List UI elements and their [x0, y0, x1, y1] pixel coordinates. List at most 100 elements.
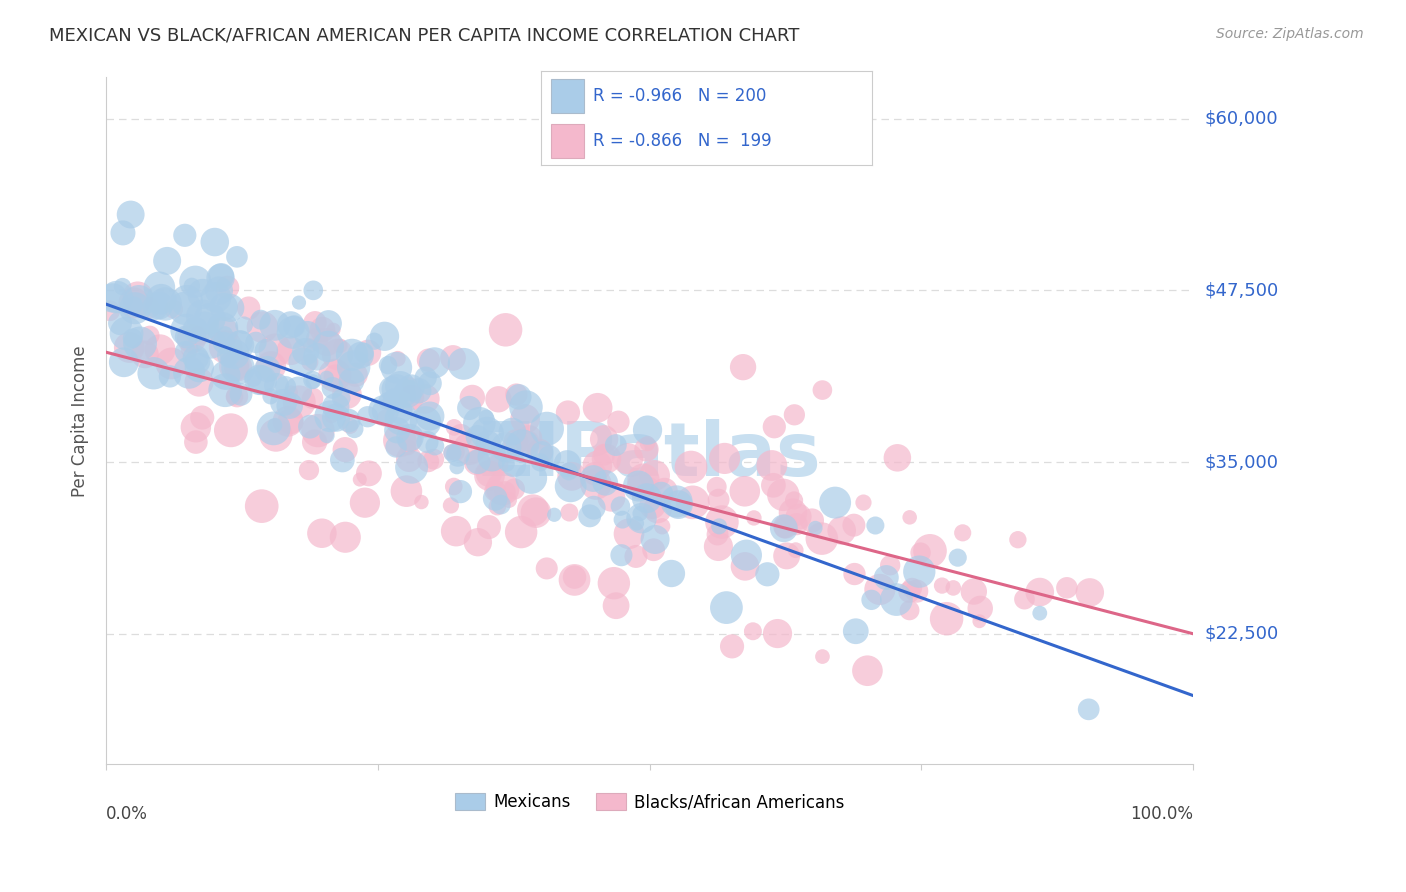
Point	[385, 440, 408, 454]
Point	[612, 513, 634, 527]
Point	[105, 290, 128, 304]
Point	[128, 294, 150, 309]
Point	[742, 624, 765, 639]
Point	[564, 570, 586, 584]
Text: $60,000: $60,000	[1205, 110, 1278, 128]
Point	[946, 550, 969, 565]
Point	[250, 499, 273, 513]
Point	[845, 624, 868, 639]
Point	[628, 507, 651, 521]
Point	[935, 612, 957, 626]
Point	[188, 329, 211, 343]
Point	[373, 403, 395, 417]
Point	[869, 582, 891, 597]
Point	[1077, 702, 1099, 716]
Point	[357, 345, 380, 359]
Point	[340, 374, 363, 388]
Point	[910, 546, 932, 560]
Point	[586, 458, 609, 473]
Point	[330, 392, 353, 406]
Point	[155, 297, 177, 311]
Point	[734, 559, 756, 574]
Point	[524, 506, 547, 520]
Point	[124, 301, 146, 316]
Point	[898, 585, 921, 599]
Point	[381, 382, 404, 396]
Point	[644, 533, 666, 547]
Point	[115, 326, 138, 341]
Point	[586, 401, 609, 415]
Point	[344, 368, 367, 382]
Point	[224, 347, 246, 361]
Point	[706, 480, 728, 494]
Point	[325, 400, 347, 414]
Point	[478, 520, 501, 534]
Point	[180, 332, 202, 346]
Point	[214, 340, 236, 354]
Point	[783, 493, 806, 508]
Point	[389, 379, 412, 393]
Point	[304, 316, 326, 330]
Point	[609, 499, 631, 513]
Point	[844, 567, 866, 582]
Point	[503, 482, 526, 496]
Point	[886, 450, 908, 465]
Point	[264, 343, 287, 358]
Point	[188, 360, 211, 375]
FancyBboxPatch shape	[551, 124, 585, 158]
Point	[458, 401, 481, 415]
Point	[307, 332, 329, 346]
Point	[710, 515, 733, 529]
Point	[394, 388, 416, 402]
Point	[280, 318, 302, 332]
Text: $47,500: $47,500	[1205, 281, 1278, 300]
Point	[238, 301, 260, 315]
Point	[224, 390, 246, 404]
Point	[901, 581, 924, 595]
Point	[127, 290, 149, 304]
Text: R = -0.866   N =  199: R = -0.866 N = 199	[592, 132, 770, 150]
Point	[357, 467, 380, 481]
Point	[453, 357, 475, 371]
Point	[558, 465, 581, 479]
Point	[505, 434, 527, 449]
Point	[226, 360, 249, 375]
Text: 100.0%: 100.0%	[1130, 805, 1194, 823]
Point	[557, 405, 579, 419]
Point	[679, 460, 702, 475]
Point	[578, 508, 600, 523]
Point	[484, 491, 506, 506]
Point	[773, 520, 796, 534]
Point	[879, 558, 901, 573]
Point	[307, 424, 329, 438]
Point	[321, 409, 343, 424]
Point	[446, 460, 468, 475]
Point	[536, 561, 558, 575]
Text: $35,000: $35,000	[1205, 453, 1278, 471]
Point	[280, 414, 302, 428]
Point	[176, 330, 198, 344]
Point	[419, 409, 441, 423]
Point	[440, 445, 463, 459]
Point	[761, 458, 783, 473]
Point	[186, 354, 208, 368]
Point	[191, 410, 214, 425]
Point	[387, 423, 409, 437]
Point	[108, 316, 131, 330]
Point	[624, 549, 647, 564]
Point	[918, 544, 941, 558]
Point	[340, 348, 363, 362]
Point	[852, 495, 875, 509]
Point	[633, 473, 655, 487]
Legend: Mexicans, Blacks/African Americans: Mexicans, Blacks/African Americans	[449, 786, 851, 818]
Point	[860, 593, 883, 607]
Y-axis label: Per Capita Income: Per Capita Income	[72, 345, 89, 497]
Point	[650, 487, 672, 501]
Point	[418, 454, 440, 468]
Point	[415, 370, 437, 384]
Point	[179, 342, 201, 356]
Point	[399, 434, 422, 448]
Point	[374, 411, 396, 425]
Point	[558, 506, 581, 520]
Point	[707, 540, 730, 554]
